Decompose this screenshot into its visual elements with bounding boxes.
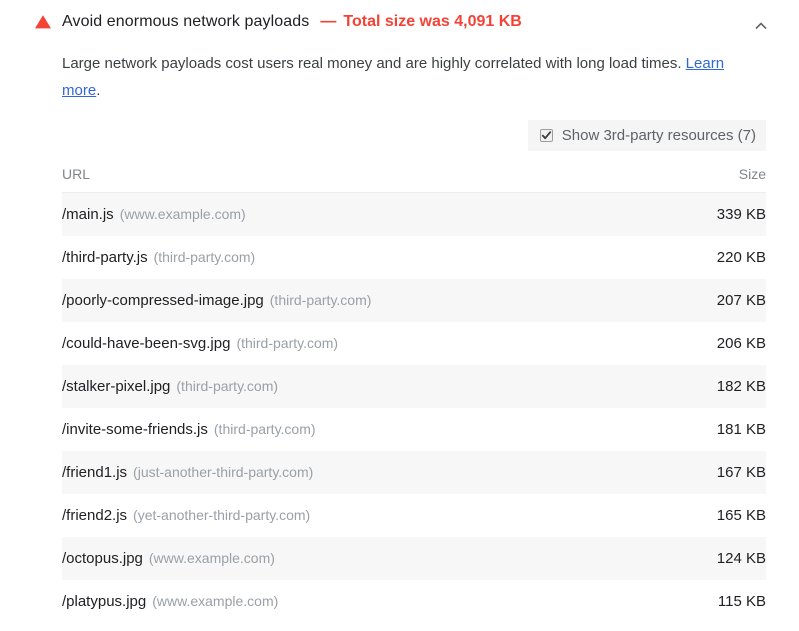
warning-triangle-icon	[34, 13, 52, 31]
url-path: /octopus.jpg	[62, 550, 143, 567]
cell-size: 181 KB	[716, 421, 766, 438]
cell-url: /could-have-been-svg.jpg (third-party.com…	[62, 322, 646, 365]
table-header-row: URL Size	[62, 166, 766, 193]
url-path: /friend1.js	[62, 464, 128, 481]
cell-url: /friend1.js (just-another-third-party.com…	[62, 451, 646, 494]
url-host: (third-party.com)	[269, 292, 372, 308]
cell-url: /stalker-pixel.jpg (third-party.com)	[62, 365, 646, 408]
chevron-up-icon	[754, 19, 768, 33]
url-path: /third-party.js	[62, 249, 148, 266]
table-row[interactable]: /platypus.jpg (www.example.com) 115 KB	[62, 580, 766, 623]
url-host: (third-party.com)	[153, 249, 256, 265]
cell-url: /third-party.js (third-party.com)	[62, 236, 646, 279]
audit-display-value: Total size was 4,091 KB	[343, 13, 522, 30]
url-path: /main.js	[62, 206, 114, 223]
learn-more-link[interactable]: Learn more	[62, 55, 725, 99]
table-row[interactable]: /friend1.js (just-another-third-party.com…	[62, 451, 766, 494]
third-party-filter-row: Show 3rd-party resources (7)	[0, 120, 799, 151]
table-row[interactable]: /main.js (www.example.com) 339 KB	[62, 192, 766, 236]
cell-url: /platypus.jpg (www.example.com)	[62, 580, 646, 623]
audit-title: Avoid enormous network payloads	[62, 13, 310, 30]
third-party-filter-label: Show 3rd-party resources (7)	[561, 127, 756, 144]
resources-table: URL Size /main.js (www.example.com) 339 KB…	[62, 166, 766, 623]
url-host: (third-party.com)	[236, 335, 339, 351]
collapse-toggle-button[interactable]	[747, 12, 775, 40]
cell-size: 115 KB	[717, 593, 766, 610]
cell-size: 220 KB	[716, 249, 766, 266]
column-header-url[interactable]: URL	[62, 166, 646, 193]
table-row[interactable]: /octopus.jpg (www.example.com) 124 KB	[62, 537, 766, 580]
cell-size: 339 KB	[646, 192, 766, 236]
cell-size: 206 KB	[716, 335, 766, 352]
table-row[interactable]: /could-have-been-svg.jpg (third-party.com…	[62, 322, 766, 365]
url-host: (yet-another-third-party.com)	[133, 507, 311, 523]
cell-url: /poorly-compressed-image.jpg (third-party…	[62, 279, 646, 322]
url-host: (just-another-third-party.com)	[133, 464, 314, 480]
third-party-filter-toggle[interactable]: Show 3rd-party resources (7)	[527, 120, 766, 151]
cell-size: 124 KB	[646, 537, 766, 580]
checkbox-checked-icon[interactable]	[539, 129, 553, 142]
table-row[interactable]: /third-party.js (third-party.com) 220 KB	[62, 236, 766, 279]
audit-description: Large network payloads cost users real m…	[62, 50, 752, 104]
url-path: /invite-some-friends.js	[62, 421, 208, 438]
url-path: /platypus.jpg	[62, 593, 147, 610]
url-host: (www.example.com)	[148, 550, 275, 566]
table-row[interactable]: /friend2.js (yet-another-third-party.com)…	[62, 494, 766, 537]
cell-size: 182 KB	[646, 365, 766, 408]
table-row[interactable]: /stalker-pixel.jpg (third-party.com) 182 K…	[62, 365, 766, 408]
table-row[interactable]: /poorly-compressed-image.jpg (third-party…	[62, 279, 766, 322]
url-host: (www.example.com)	[152, 593, 279, 609]
url-host: (www.example.com)	[119, 206, 246, 222]
cell-size: 167 KB	[646, 451, 766, 494]
cell-size: 165 KB	[716, 507, 766, 524]
cell-size: 207 KB	[646, 279, 766, 322]
description-text-after: .	[96, 82, 101, 99]
cell-url: /invite-some-friends.js (third-party.com)	[62, 408, 646, 451]
audit-separator: —	[320, 13, 337, 30]
url-path: /stalker-pixel.jpg	[62, 378, 171, 395]
cell-url: /friend2.js (yet-another-third-party.com)	[62, 494, 646, 537]
table-row[interactable]: /invite-some-friends.js (third-party.com)…	[62, 408, 766, 451]
resources-table-container: URL Size /main.js (www.example.com) 339 KB…	[62, 166, 766, 623]
url-host: (third-party.com)	[213, 421, 316, 437]
table-body: /main.js (www.example.com) 339 KB/third-pa…	[62, 192, 766, 624]
description-text-before: Large network payloads cost users real m…	[62, 55, 686, 72]
url-host: (third-party.com)	[176, 378, 279, 394]
url-path: /friend2.js	[62, 507, 128, 524]
audit-header[interactable]: Avoid enormous network payloads — Total …	[0, 0, 799, 34]
column-header-size[interactable]: Size	[646, 166, 766, 193]
url-path: /poorly-compressed-image.jpg	[62, 292, 264, 309]
table-head: URL Size	[62, 166, 766, 193]
cell-url: /octopus.jpg (www.example.com)	[62, 537, 646, 580]
cell-url: /main.js (www.example.com)	[62, 192, 646, 236]
url-path: /could-have-been-svg.jpg	[62, 335, 231, 352]
